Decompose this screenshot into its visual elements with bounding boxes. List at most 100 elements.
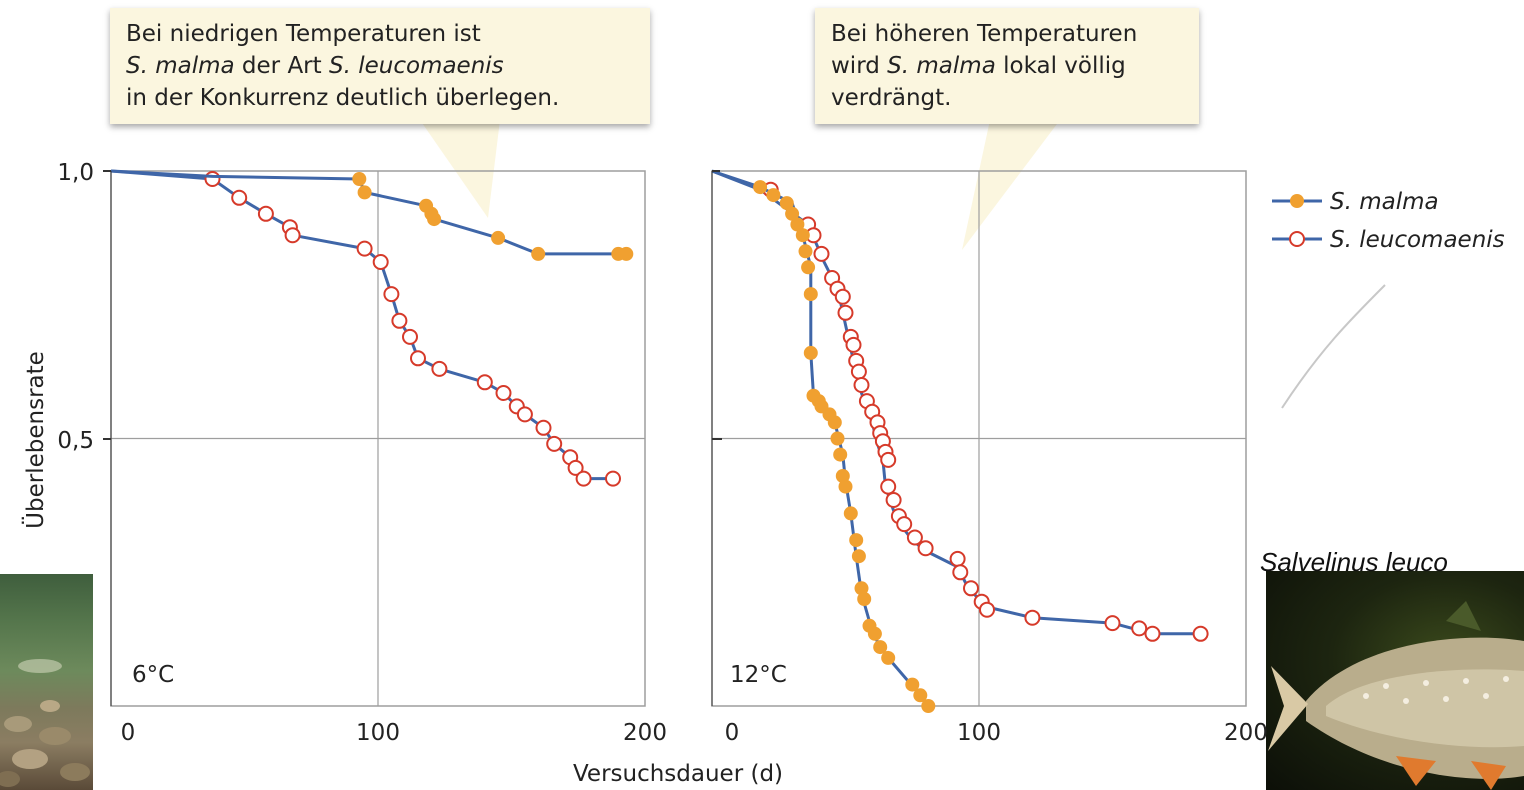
point-leucomaenis-6c-17 (546, 435, 563, 452)
point-leucomaenis-12c-35 (1192, 625, 1209, 642)
x-axis-title: Versuchsdauer (d) (573, 761, 783, 787)
point-leucomaenis-12c-11 (850, 363, 867, 380)
y-tick-label-1: 1,0 (57, 160, 94, 186)
point-malma-12c-0 (753, 180, 768, 195)
point-malma-12c-22 (854, 581, 869, 596)
point-malma-12c-17 (835, 469, 850, 483)
point-leucomaenis-12c-24 (906, 529, 923, 546)
point-leucomaenis-6c-2 (257, 205, 274, 222)
point-leucomaenis-12c-31 (1024, 609, 1041, 626)
callout-right-line2-rest: lokal völlig (995, 53, 1126, 79)
point-malma-12c-5 (795, 228, 810, 243)
point-malma-6c-4 (427, 212, 442, 227)
point-malma-6c-8 (619, 246, 634, 261)
series-line-malma-6c (110, 169, 627, 256)
point-leucomaenis-12c-3 (813, 245, 830, 262)
point-malma-6c-1 (357, 185, 372, 200)
point-malma-6c-6 (531, 246, 546, 261)
callout-right: Bei höheren Temperaturen wird S. malma l… (815, 8, 1199, 124)
point-leucomaenis-12c-7 (837, 304, 854, 321)
legend-label-leucomaenis: S. leucomaenis (1330, 227, 1505, 253)
point-leucomaenis-12c-25 (917, 540, 934, 557)
point-leucomaenis-12c-27 (952, 564, 969, 581)
point-malma-12c-29 (913, 688, 928, 703)
legend-marker-malma (1290, 194, 1304, 208)
point-malma-12c-2 (779, 196, 794, 211)
point-malma-6c-0 (352, 172, 367, 186)
point-malma-12c-30 (921, 699, 936, 713)
point-leucomaenis-12c-20 (880, 478, 897, 495)
point-malma-12c-14 (827, 415, 842, 430)
point-leucomaenis-6c-6 (372, 254, 389, 270)
x-tick-label-0-right: 0 (725, 720, 740, 746)
point-leucomaenis-6c-5 (356, 240, 373, 257)
point-leucomaenis-12c-33 (1131, 620, 1148, 637)
callout-right-line2-pre: wird (831, 53, 888, 79)
point-leucomaenis-6c-9 (402, 328, 418, 345)
callout-right-line1: Bei höheren Temperaturen (831, 21, 1138, 47)
x-tick-label-200-right: 200 (1224, 720, 1268, 746)
fish-photo-left (0, 574, 93, 790)
legend: S. malma S. leucomaenis (1272, 189, 1505, 253)
point-leucomaenis-12c-34 (1144, 625, 1161, 642)
point-leucomaenis-6c-11 (431, 360, 448, 377)
point-leucomaenis-6c-15 (516, 406, 533, 423)
point-leucomaenis-6c-20 (575, 470, 592, 487)
point-malma-12c-6 (798, 244, 813, 259)
point-leucomaenis-12c-12 (853, 377, 870, 393)
y-tick-label-05: 0,5 (57, 428, 94, 454)
callout-left-species2: S. leucomaenis (328, 53, 504, 79)
callout-right-line3: verdrängt. (831, 85, 952, 111)
x-tick-label-200-left: 200 (623, 720, 667, 746)
fish-photo-right (1266, 571, 1524, 790)
point-leucomaenis-12c-19 (880, 451, 897, 468)
point-malma-12c-27 (881, 650, 896, 665)
point-malma-12c-18 (838, 479, 853, 494)
decorative-stroke (1281, 284, 1386, 409)
point-malma-12c-19 (843, 506, 858, 521)
point-malma-12c-28 (905, 677, 920, 692)
callout-left-line3: in der Konkurrenz deutlich überlegen. (126, 85, 560, 111)
point-malma-12c-1 (766, 188, 781, 203)
callout-right-pointer (962, 120, 1060, 250)
point-malma-12c-21 (851, 549, 866, 564)
x-tick-label-100-left: 100 (356, 720, 400, 746)
callout-left-line1: Bei niedrigen Temperaturen ist (126, 21, 481, 47)
point-malma-12c-20 (849, 533, 864, 548)
point-malma-12c-4 (790, 217, 805, 232)
point-malma-12c-7 (801, 260, 816, 275)
callout-left-line2-rest: der Art (234, 53, 329, 79)
point-leucomaenis-6c-4 (284, 227, 301, 244)
point-leucomaenis-6c-1 (231, 189, 248, 206)
legend-marker-leucomaenis (1289, 231, 1305, 247)
callout-left-pointer (420, 120, 500, 218)
point-leucomaenis-6c-19 (567, 459, 584, 476)
callout-right-line2: wird S. malma lokal völlig (831, 50, 1183, 82)
point-malma-12c-23 (857, 592, 872, 606)
point-leucomaenis-6c-21 (605, 470, 621, 487)
point-leucomaenis-6c-16 (535, 419, 552, 436)
point-malma-12c-3 (785, 206, 800, 221)
point-leucomaenis-12c-28 (963, 580, 979, 597)
point-leucomaenis-12c-30 (979, 601, 995, 618)
x-tick-label-0-left: 0 (121, 720, 136, 746)
point-leucomaenis-12c-6 (834, 288, 851, 305)
y-axis-title: Überlebensrate (21, 351, 49, 529)
point-leucomaenis-12c-21 (885, 492, 902, 508)
panel-label-12c: 12°C (730, 662, 787, 688)
point-leucomaenis-6c-7 (383, 286, 400, 303)
point-malma-12c-9 (803, 345, 818, 360)
callout-left: Bei niedrigen Temperaturen ist S. malma … (110, 8, 650, 124)
point-leucomaenis-6c-12 (476, 374, 493, 391)
point-malma-12c-25 (867, 626, 882, 641)
callout-left-line2: S. malma der Art S. leucomaenis (126, 50, 634, 82)
callout-right-species: S. malma (887, 53, 996, 79)
point-malma-6c-5 (491, 230, 506, 245)
point-leucomaenis-12c-26 (949, 550, 966, 567)
legend-label-malma: S. malma (1330, 189, 1439, 215)
point-malma-12c-15 (830, 431, 845, 446)
x-tick-label-100-right: 100 (957, 720, 1001, 746)
point-malma-12c-26 (873, 640, 888, 655)
point-leucomaenis-12c-23 (896, 516, 913, 533)
